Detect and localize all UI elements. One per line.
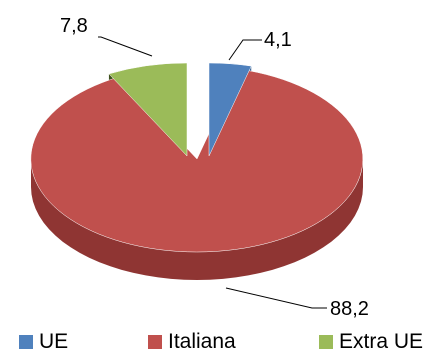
pie-slices [30, 62, 364, 280]
legend: UE Italiana Extra UE [0, 330, 437, 360]
data-labels: 4,1 88,2 7,8 [60, 15, 369, 320]
legend-label-ue: UE [39, 330, 69, 353]
pie-slice-italiana [30, 68, 364, 253]
legend-swatch-italiana [148, 335, 162, 349]
leader-line-ue [228, 39, 262, 61]
legend-swatch-ue [19, 335, 33, 349]
data-label-extra-ue: 7,8 [60, 15, 88, 37]
pie-slice-ue [208, 62, 252, 157]
legend-label-italiana: Italiana [168, 330, 236, 353]
legend-label-extra-ue: Extra UE [339, 330, 424, 353]
pie-side-italiana [31, 159, 363, 280]
legend-item-ue: UE [19, 330, 68, 354]
legend-item-extra-ue: Extra UE [319, 330, 423, 354]
pie-chart: 4,1 88,2 7,8 [30, 15, 369, 320]
leader-line-italiana [225, 287, 327, 309]
leader-line-extra-ue [98, 36, 153, 57]
legend-swatch-extra-ue [319, 335, 333, 349]
data-label-ue: 4,1 [264, 29, 292, 51]
legend-item-italiana: Italiana [148, 330, 236, 354]
data-label-italiana: 88,2 [330, 298, 369, 320]
pie-slice-extra-ue [108, 62, 188, 157]
